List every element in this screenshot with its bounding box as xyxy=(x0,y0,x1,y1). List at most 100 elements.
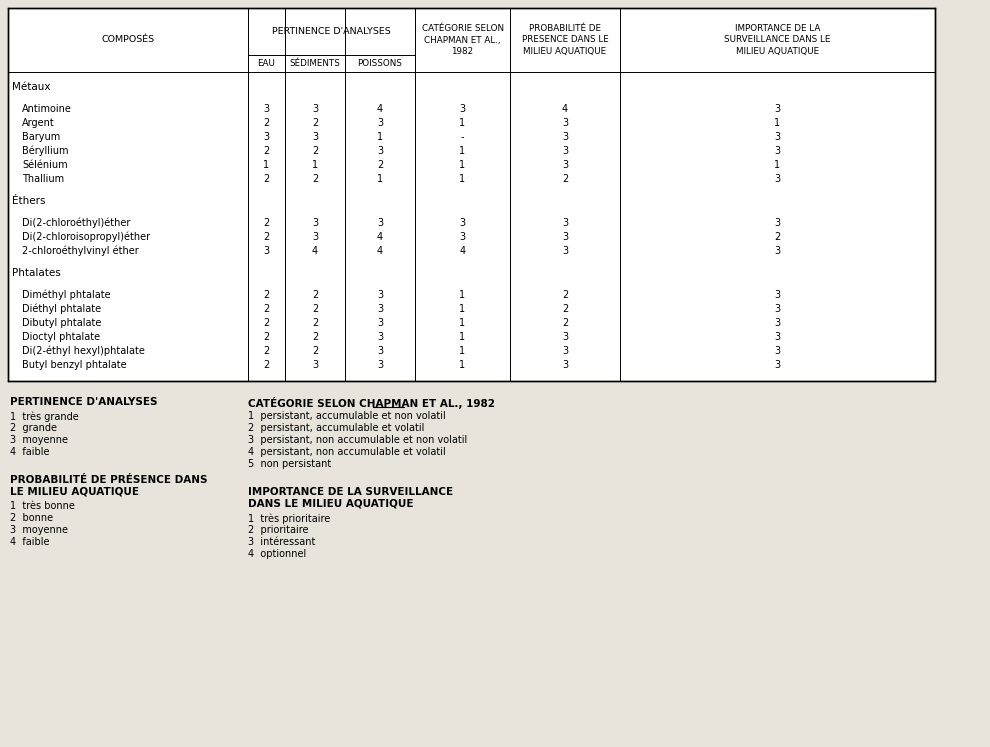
Text: Sélénium: Sélénium xyxy=(22,160,67,170)
Text: 2: 2 xyxy=(263,360,269,370)
Text: -: - xyxy=(460,132,464,142)
Text: PERTINENCE D'ANALYSES: PERTINENCE D'ANALYSES xyxy=(10,397,157,407)
Text: 3: 3 xyxy=(774,332,780,342)
Text: 2: 2 xyxy=(263,346,269,356)
Text: Dibutyl phtalate: Dibutyl phtalate xyxy=(22,318,101,328)
Text: 3: 3 xyxy=(774,360,780,370)
Text: 2: 2 xyxy=(263,290,269,300)
Text: 5  non persistant: 5 non persistant xyxy=(248,459,332,469)
Text: Métaux: Métaux xyxy=(12,82,50,92)
Text: 3  moyenne: 3 moyenne xyxy=(10,435,68,445)
Text: 3: 3 xyxy=(774,218,780,228)
Text: EAU: EAU xyxy=(257,59,275,68)
Text: 2  persistant, accumulable et volatil: 2 persistant, accumulable et volatil xyxy=(248,423,425,433)
Text: 3: 3 xyxy=(312,218,318,228)
Text: 4  faible: 4 faible xyxy=(10,447,50,457)
Text: 1: 1 xyxy=(459,346,465,356)
Text: 3: 3 xyxy=(774,104,780,114)
Text: 2: 2 xyxy=(263,118,269,128)
Text: 3: 3 xyxy=(312,104,318,114)
Text: 2: 2 xyxy=(312,318,318,328)
Text: 2  bonne: 2 bonne xyxy=(10,513,53,523)
Text: 3: 3 xyxy=(312,232,318,242)
Text: 1: 1 xyxy=(459,360,465,370)
Text: IMPORTANCE DE LA
SURVEILLANCE DANS LE
MILIEU AQUATIQUE: IMPORTANCE DE LA SURVEILLANCE DANS LE MI… xyxy=(725,25,831,55)
Text: Thallium: Thallium xyxy=(22,174,64,184)
Text: 3: 3 xyxy=(562,146,568,156)
Text: 2: 2 xyxy=(263,146,269,156)
Text: 4: 4 xyxy=(459,246,465,256)
Text: 3: 3 xyxy=(562,160,568,170)
Text: 2-chloroéthylvinyl éther: 2-chloroéthylvinyl éther xyxy=(22,246,139,256)
Text: PROBABILITÉ DE
PRESENCE DANS LE
MILIEU AQUATIQUE: PROBABILITÉ DE PRESENCE DANS LE MILIEU A… xyxy=(522,25,609,55)
Text: 3: 3 xyxy=(377,304,383,314)
Text: 2: 2 xyxy=(377,160,383,170)
Text: 1: 1 xyxy=(459,160,465,170)
Text: 3: 3 xyxy=(263,132,269,142)
Text: PERTINENCE D'ANALYSES: PERTINENCE D'ANALYSES xyxy=(272,27,391,36)
Text: 4  optionnel: 4 optionnel xyxy=(248,549,306,559)
Text: 2: 2 xyxy=(312,332,318,342)
Text: 3: 3 xyxy=(377,146,383,156)
Text: 4  faible: 4 faible xyxy=(10,537,50,547)
Text: 3: 3 xyxy=(459,104,465,114)
Text: Antimoine: Antimoine xyxy=(22,104,72,114)
Text: 1: 1 xyxy=(774,118,780,128)
Text: 1: 1 xyxy=(377,132,383,142)
Text: 2: 2 xyxy=(562,290,568,300)
Text: 3: 3 xyxy=(459,232,465,242)
Text: 2  grande: 2 grande xyxy=(10,423,57,433)
Text: 1: 1 xyxy=(459,318,465,328)
Text: 4  persistant, non accumulable et volatil: 4 persistant, non accumulable et volatil xyxy=(248,447,446,457)
Text: 3: 3 xyxy=(562,360,568,370)
Text: 1  très prioritaire: 1 très prioritaire xyxy=(248,513,331,524)
Text: LE MILIEU AQUATIQUE: LE MILIEU AQUATIQUE xyxy=(10,487,139,497)
Text: 1  persistant, accumulable et non volatil: 1 persistant, accumulable et non volatil xyxy=(248,411,446,421)
Text: 3: 3 xyxy=(774,246,780,256)
Text: Di(2-chloroéthyl)éther: Di(2-chloroéthyl)éther xyxy=(22,217,131,229)
Text: 1: 1 xyxy=(774,160,780,170)
Text: Diéthyl phtalate: Diéthyl phtalate xyxy=(22,304,101,314)
Text: 2: 2 xyxy=(312,304,318,314)
Text: 3: 3 xyxy=(774,304,780,314)
Text: 2: 2 xyxy=(312,290,318,300)
Text: DANS LE MILIEU AQUATIQUE: DANS LE MILIEU AQUATIQUE xyxy=(248,499,414,509)
Text: 3: 3 xyxy=(377,118,383,128)
Text: 1: 1 xyxy=(459,304,465,314)
Text: 1: 1 xyxy=(263,160,269,170)
Text: 3: 3 xyxy=(377,360,383,370)
Text: Di(2-chloroisopropyl)éther: Di(2-chloroisopropyl)éther xyxy=(22,232,150,242)
Text: 3  moyenne: 3 moyenne xyxy=(10,525,68,535)
Text: 3: 3 xyxy=(562,346,568,356)
Text: 2: 2 xyxy=(562,174,568,184)
Text: 3: 3 xyxy=(377,346,383,356)
Text: 2: 2 xyxy=(312,346,318,356)
Text: 3: 3 xyxy=(263,246,269,256)
Text: 4: 4 xyxy=(562,104,568,114)
Text: COMPOSÉS: COMPOSÉS xyxy=(101,36,154,45)
Text: 2: 2 xyxy=(263,218,269,228)
Text: 3: 3 xyxy=(774,290,780,300)
Text: 2: 2 xyxy=(263,318,269,328)
Text: POISSONS: POISSONS xyxy=(357,59,403,68)
Text: 1: 1 xyxy=(459,118,465,128)
Text: 1: 1 xyxy=(312,160,318,170)
Text: CATÉGORIE SELON
CHAPMAN ET AL.,
1982: CATÉGORIE SELON CHAPMAN ET AL., 1982 xyxy=(422,25,504,55)
Text: 3  intéressant: 3 intéressant xyxy=(248,537,316,547)
Text: 3: 3 xyxy=(562,232,568,242)
Text: 2: 2 xyxy=(263,332,269,342)
Text: Butyl benzyl phtalate: Butyl benzyl phtalate xyxy=(22,360,127,370)
Text: 2: 2 xyxy=(562,304,568,314)
Text: Argent: Argent xyxy=(22,118,54,128)
Text: IMPORTANCE DE LA SURVEILLANCE: IMPORTANCE DE LA SURVEILLANCE xyxy=(248,487,453,497)
Text: 4: 4 xyxy=(377,232,383,242)
Text: 3: 3 xyxy=(377,332,383,342)
Text: 3: 3 xyxy=(774,174,780,184)
Text: 3: 3 xyxy=(562,132,568,142)
Text: 3: 3 xyxy=(377,318,383,328)
Text: 2: 2 xyxy=(312,146,318,156)
Text: 3: 3 xyxy=(263,104,269,114)
Text: 4: 4 xyxy=(377,104,383,114)
Text: 3: 3 xyxy=(562,118,568,128)
Text: 3: 3 xyxy=(377,290,383,300)
